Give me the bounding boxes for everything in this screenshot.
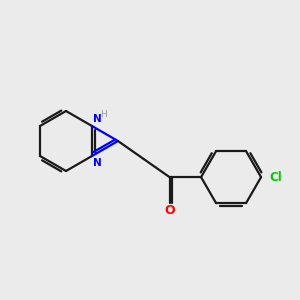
Text: N: N xyxy=(93,158,102,168)
Text: H: H xyxy=(100,110,107,119)
Text: N: N xyxy=(93,114,102,124)
Text: O: O xyxy=(164,204,175,217)
Text: Cl: Cl xyxy=(269,171,282,184)
